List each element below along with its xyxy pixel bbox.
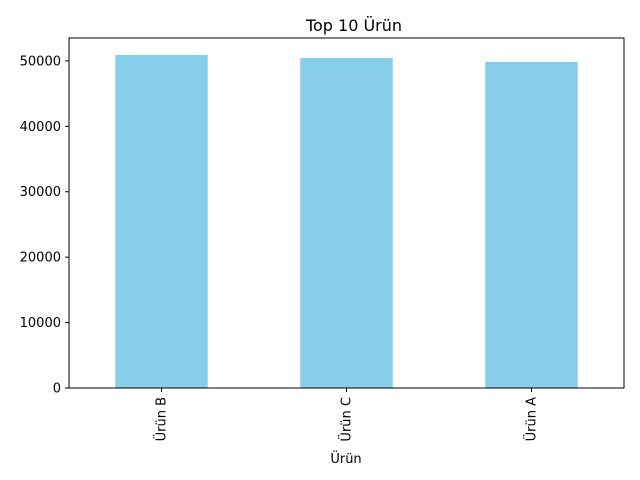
bars-group (115, 55, 578, 389)
y-tick-label: 20000 (20, 251, 61, 266)
y-tick-label: 50000 (20, 54, 61, 69)
plot-area-frame (68, 37, 625, 389)
y-tick-label: 40000 (20, 120, 61, 135)
x-axis-label: Ürün (330, 450, 361, 467)
y-tick-label: 30000 (20, 185, 61, 200)
y-tick-label: 0 (53, 382, 61, 397)
y-tick-label: 10000 (20, 316, 61, 331)
bar (115, 55, 208, 389)
x-tick-label: Ürün B (153, 397, 170, 441)
y-axis-ticks: 0 10000 20000 30000 40000 50000 (20, 54, 69, 397)
x-tick-label: Ürün A (523, 397, 540, 441)
x-tick-label: Ürün C (338, 397, 355, 442)
chart-title: Top 10 Ürün (305, 16, 402, 35)
bar (485, 61, 578, 388)
x-axis-ticks: Ürün B Ürün C Ürün A (153, 388, 540, 442)
bar (300, 57, 393, 388)
